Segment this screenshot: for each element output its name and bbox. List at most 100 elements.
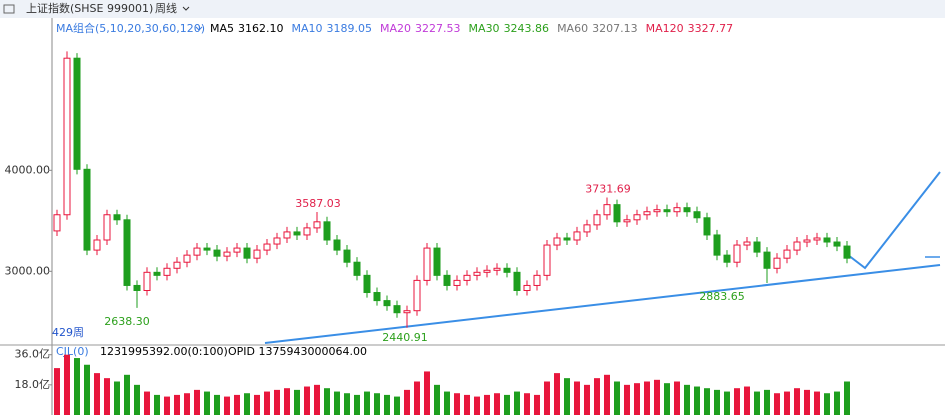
volume-bar bbox=[794, 388, 800, 415]
volume-bar bbox=[244, 393, 250, 415]
dropdown-arrow[interactable] bbox=[195, 26, 203, 31]
volume-bar bbox=[364, 391, 370, 415]
volume-bar bbox=[614, 381, 620, 415]
candle-body bbox=[83, 168, 91, 251]
price-annotation: 3731.69 bbox=[585, 182, 631, 195]
candle-body bbox=[823, 237, 831, 243]
volume-bar bbox=[454, 393, 460, 415]
link-icon[interactable] bbox=[3, 4, 15, 14]
volume-bar bbox=[124, 374, 130, 415]
volume-bar bbox=[554, 373, 560, 415]
candle-body bbox=[493, 267, 501, 271]
candle-body bbox=[403, 310, 411, 314]
candle-body bbox=[263, 243, 271, 251]
candle-body bbox=[813, 237, 821, 241]
candle-body bbox=[483, 269, 491, 273]
volume-bar bbox=[284, 388, 290, 415]
candle-body bbox=[833, 241, 841, 247]
candle-body bbox=[383, 300, 391, 307]
volume-bar bbox=[754, 391, 760, 415]
candle-body bbox=[513, 271, 521, 292]
price-annotation: 2638.30 bbox=[104, 315, 150, 328]
candle-body bbox=[713, 234, 721, 256]
volume-bar bbox=[444, 391, 450, 415]
candle-body bbox=[643, 211, 651, 216]
volume-bar bbox=[214, 394, 220, 415]
candle-body bbox=[553, 237, 561, 246]
candle-body bbox=[193, 247, 201, 256]
candle-body bbox=[443, 274, 451, 286]
volume-bar bbox=[564, 378, 570, 415]
volume-bar bbox=[744, 386, 750, 415]
candle-body bbox=[733, 244, 741, 263]
volume-bar bbox=[704, 388, 710, 415]
candle-body bbox=[363, 274, 371, 294]
candle-body bbox=[313, 221, 321, 229]
volume-bar bbox=[334, 391, 340, 415]
candle-body bbox=[623, 219, 631, 223]
volume-title[interactable]: CJL(0) bbox=[56, 345, 89, 358]
volume-bar bbox=[694, 386, 700, 415]
trend-line bbox=[264, 264, 941, 344]
volume-bar bbox=[54, 368, 60, 415]
candle-body bbox=[153, 271, 161, 276]
candle-body bbox=[233, 247, 241, 253]
volume-tick-label: 18.0亿 bbox=[15, 378, 51, 391]
volume-bar bbox=[104, 378, 110, 415]
volume-bar bbox=[764, 389, 770, 415]
volume-bar bbox=[354, 394, 360, 415]
volume-bar bbox=[74, 358, 80, 415]
volume-bar bbox=[474, 396, 480, 415]
volume-bar bbox=[544, 381, 550, 415]
volume-bar bbox=[204, 391, 210, 415]
candle-body bbox=[473, 271, 481, 276]
candle-body bbox=[583, 224, 591, 233]
volume-bar bbox=[824, 393, 830, 415]
candle-body bbox=[73, 57, 81, 170]
volume-bar bbox=[784, 391, 790, 415]
dropdown-arrow[interactable] bbox=[182, 6, 190, 11]
period[interactable]: 周线 bbox=[155, 1, 177, 15]
candle-body bbox=[533, 274, 541, 286]
candle-body bbox=[783, 249, 791, 259]
ma-value: 3243.86 bbox=[504, 22, 550, 35]
price-annotation: 2440.91 bbox=[382, 331, 428, 344]
candle-body bbox=[343, 249, 351, 263]
ma-value: 3189.05 bbox=[327, 22, 373, 35]
price-annotation: 3587.03 bbox=[295, 197, 341, 210]
volume-bar bbox=[814, 391, 820, 415]
candle-body bbox=[593, 214, 601, 226]
period-count: 429周 bbox=[52, 326, 84, 339]
candle-body bbox=[433, 247, 441, 276]
candle-body bbox=[743, 241, 751, 246]
volume-bar bbox=[164, 396, 170, 415]
volume-bar bbox=[634, 383, 640, 415]
ma-name: MA20 bbox=[380, 22, 411, 35]
candle-body bbox=[603, 204, 611, 216]
volume-bar bbox=[464, 394, 470, 415]
symbol[interactable]: 上证指数(SHSE 999001) bbox=[26, 1, 153, 15]
volume-bar bbox=[424, 371, 430, 415]
candle-body bbox=[563, 237, 571, 241]
candle-body bbox=[613, 204, 621, 223]
candle-body bbox=[413, 279, 421, 312]
ma-title[interactable]: MA组合(5,10,20,30,60,120) bbox=[56, 21, 205, 35]
volume-bar bbox=[94, 373, 100, 415]
candle-body bbox=[503, 267, 511, 273]
candle-body bbox=[673, 207, 681, 213]
candle-body bbox=[253, 249, 261, 259]
candle-body bbox=[693, 211, 701, 219]
toolbar bbox=[0, 0, 945, 18]
candle-body bbox=[203, 247, 211, 251]
volume-bar bbox=[304, 386, 310, 415]
ma-name: MA10 bbox=[292, 22, 323, 35]
ma-value: 3327.77 bbox=[688, 22, 734, 35]
volume-bar bbox=[184, 393, 190, 415]
volume-tick-label: 36.0亿 bbox=[15, 348, 51, 361]
volume-bar bbox=[324, 388, 330, 415]
candle-body bbox=[523, 284, 531, 292]
volume-bar bbox=[644, 381, 650, 415]
candle-body bbox=[703, 217, 711, 236]
volume-info: 1231995392.00(0:100) bbox=[100, 345, 228, 358]
